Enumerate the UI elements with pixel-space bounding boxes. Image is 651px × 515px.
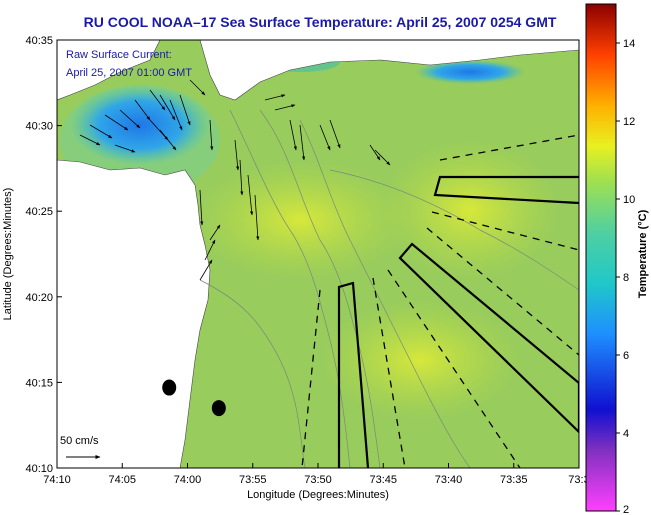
warm-water-patch xyxy=(190,160,410,280)
land-new-jersey xyxy=(57,159,211,468)
scale-label: 50 cm/s xyxy=(60,435,99,447)
y-tick-label: 40:35 xyxy=(25,35,53,47)
warm-water-patch xyxy=(320,300,520,420)
x-tick-label: 73:45 xyxy=(369,474,397,486)
colorbar-label: Temperature (°C) xyxy=(637,209,649,298)
x-tick-label: 73:55 xyxy=(239,474,267,486)
legend-current-time: April 25, 2007 01:00 GMT xyxy=(66,67,192,79)
y-tick-label: 40:25 xyxy=(25,206,53,218)
y-axis-ticks: 40:35 40:30 40:25 40:20 40:15 40:10 xyxy=(25,35,62,475)
y-axis-label: Latitude (Degrees:Minutes) xyxy=(2,188,14,321)
bathymetry-contours xyxy=(199,109,579,468)
x-axis-label: Longitude (Degrees:Minutes) xyxy=(247,489,389,501)
surface-current-vectors xyxy=(79,79,391,281)
cold-water-patch xyxy=(70,85,210,165)
sampling-boxes xyxy=(337,175,579,468)
x-tick-label: 74:10 xyxy=(43,474,71,486)
colorbar-tick-label: 6 xyxy=(623,350,629,362)
warm-water-patch xyxy=(380,140,560,280)
colorbar-tick-label: 10 xyxy=(623,194,635,206)
colorbar-tick-label: 14 xyxy=(623,38,635,50)
transect-lines xyxy=(301,134,579,468)
x-tick-label: 73:3 xyxy=(568,474,589,486)
colorbar-tick-label: 8 xyxy=(623,272,629,284)
colorbar-ticks: 14 12 10 8 6 4 2 xyxy=(616,38,635,515)
x-tick-label: 73:40 xyxy=(435,474,463,486)
colorbar-tick-label: 4 xyxy=(623,428,629,440)
chart-title: RU COOL NOAA–17 Sea Surface Temperature:… xyxy=(83,14,557,30)
x-tick-label: 73:50 xyxy=(304,474,332,486)
x-axis-ticks: 74:10 74:05 74:00 73:55 73:50 73:45 73:40 73:35… xyxy=(43,463,590,486)
y-tick-label: 40:30 xyxy=(25,121,53,133)
x-tick-label: 73:35 xyxy=(500,474,528,486)
colorbar xyxy=(585,3,617,512)
y-tick-label: 40:10 xyxy=(25,463,53,475)
cold-water-patch xyxy=(415,60,525,84)
land-staten-island xyxy=(57,40,161,101)
plot-area xyxy=(57,40,579,468)
colorbar-tick-label: 12 xyxy=(623,116,635,128)
x-tick-label: 74:00 xyxy=(174,474,202,486)
colorbar-tick-label: 2 xyxy=(623,504,629,515)
station-marker xyxy=(162,379,177,396)
y-tick-label: 40:20 xyxy=(25,292,53,304)
land-long-island xyxy=(199,40,579,101)
station-marker xyxy=(211,400,226,417)
legend-current-label: Raw Surface Current: xyxy=(66,49,172,61)
y-tick-label: 40:15 xyxy=(25,377,53,389)
x-tick-label: 74:05 xyxy=(108,474,136,486)
